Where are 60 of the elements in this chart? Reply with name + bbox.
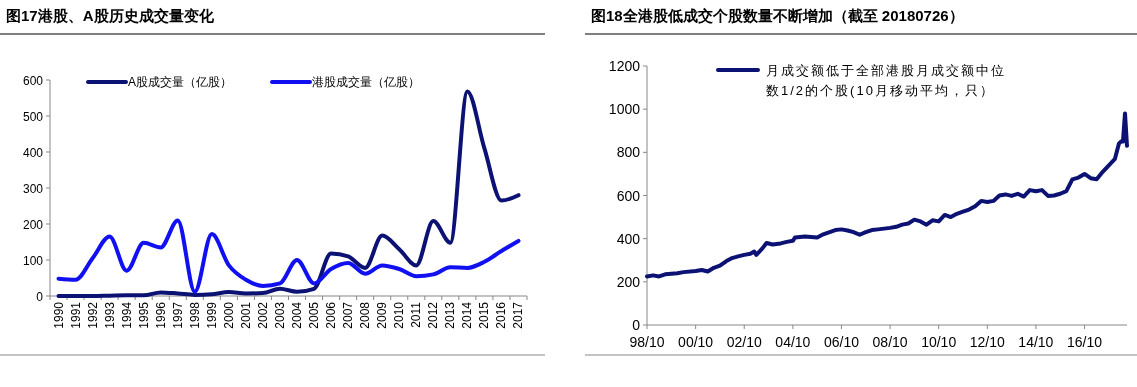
x-tick-label: 2009 [375,301,390,329]
x-tick-label: 1998 [187,301,202,329]
legend-label: 月成交额低于全部港股月成交额中位数1/2的个股(10月移动平均，只） [766,63,1006,98]
x-tick-label: 1991 [68,301,83,329]
legend-label: A股成交量（亿股） [128,75,233,89]
chart-title: 图17港股、A股历史成交量变化 [6,7,215,24]
y-tick-label: 600 [616,187,641,204]
x-tick-label: 2004 [290,301,305,329]
x-tick-label: 02/10 [726,334,762,350]
chart-title: 图18全港股低成交个股数量不断增加（截至 20180726） [591,7,964,24]
x-tick-label: 10/10 [921,334,957,350]
x-tick-label: 04/10 [775,334,811,350]
x-tick-label: 2010 [392,301,407,329]
y-tick-label: 300 [22,182,44,196]
x-tick-label: 1990 [51,301,66,329]
x-tick-label: 2007 [341,301,356,329]
y-tick-label: 100 [22,254,44,268]
x-tick-label: 1999 [204,301,219,329]
x-tick-label: 00/10 [678,334,714,350]
y-tick-label: 200 [616,273,641,290]
y-tick-label: 800 [616,144,641,161]
y-tick-label: 400 [616,230,641,247]
y-tick-label: 500 [22,110,44,124]
x-tick-label: 2012 [426,301,441,329]
y-tick-label: 200 [22,218,44,232]
x-tick-label: 08/10 [872,334,908,350]
x-tick-label: 98/10 [629,334,665,350]
x-tick-label: 2000 [221,301,236,329]
x-tick-label: 2016 [494,301,509,329]
x-tick-label: 1995 [136,301,151,329]
y-tick-label: 400 [22,146,44,160]
y-tick-label: 1200 [608,58,641,74]
x-tick-label: 16/10 [1067,334,1103,350]
y-tick-label: 0 [632,317,641,333]
x-tick-label: 2014 [460,301,475,329]
line-series [56,218,521,294]
x-tick-label: 2015 [477,301,492,329]
y-tick-label: 1000 [608,101,641,118]
line-series [645,111,1129,279]
x-tick-label: 2017 [511,301,526,329]
x-tick-label: 06/10 [823,334,860,350]
x-tick-label: 2003 [272,301,287,329]
x-tick-label: 2006 [324,301,339,329]
line-series [56,89,521,298]
x-tick-label: 1994 [119,301,134,329]
x-tick-label: 2005 [307,301,322,329]
x-tick-label: 2001 [238,301,253,329]
x-tick-label: 1993 [102,301,117,329]
x-tick-label: 1996 [153,301,168,329]
x-tick-label: 2011 [409,301,424,328]
x-tick-label: 1992 [85,301,100,329]
y-tick-label: 0 [36,290,44,304]
x-tick-label: 14/10 [1018,334,1054,350]
legend-label: 港股成交量（亿股） [312,75,420,89]
x-tick-label: 12/10 [969,334,1006,350]
x-tick-label: 2002 [255,301,270,329]
y-tick-label: 600 [22,74,44,88]
x-tick-label: 2008 [358,301,373,329]
x-tick-label: 1997 [170,301,185,329]
x-tick-label: 2013 [443,301,458,329]
